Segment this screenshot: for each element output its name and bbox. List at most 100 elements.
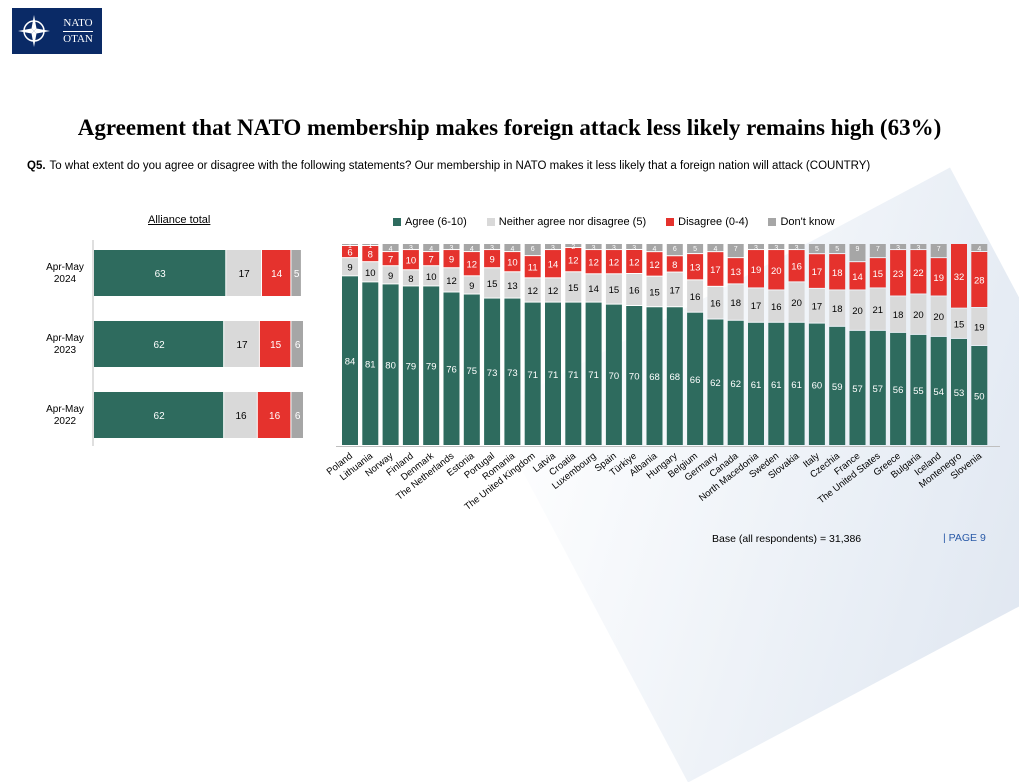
- country-bar-value: 17: [751, 301, 762, 312]
- alliance-bar-segment: [291, 250, 301, 296]
- country-bar-value: 3: [551, 245, 555, 252]
- country-bar-value: 14: [588, 284, 599, 295]
- country-bar-value: 62: [710, 378, 721, 389]
- country-bar-value: 10: [507, 258, 518, 269]
- country-bar-value: 11: [528, 263, 538, 274]
- country-bar-segment: [382, 284, 399, 445]
- country-bar-segment: [646, 252, 663, 276]
- legend-item-disagree: Disagree (0-4): [666, 216, 748, 228]
- country-bar-segment: [626, 244, 643, 249]
- country-label: Belgium: [666, 451, 700, 481]
- country-label: The United Kingdom: [463, 451, 538, 513]
- country-bar-value: 4: [429, 246, 433, 253]
- country-bar-segment: [707, 252, 724, 286]
- country-bar-value: 70: [629, 372, 640, 383]
- country-bar-segment: [565, 272, 582, 302]
- legend-swatch-agree: [393, 218, 401, 226]
- legend-label-neither: Neither agree nor disagree (5): [498, 216, 647, 228]
- alliance-bar-value: 15: [270, 340, 282, 351]
- question-text: Q5. To what extent do you agree or disagr…: [27, 160, 870, 172]
- country-bar-segment: [890, 296, 907, 332]
- country-bar-value: 75: [467, 366, 478, 377]
- country-label: Finland: [384, 451, 415, 479]
- country-bar-value: 12: [467, 260, 478, 271]
- country-bar-value: 15: [649, 287, 660, 298]
- country-bar-value: 68: [670, 372, 681, 383]
- country-bar-value: 17: [710, 265, 721, 276]
- country-bar-value: 6: [347, 248, 352, 259]
- country-bar-value: 3: [754, 245, 758, 252]
- country-bar-segment: [585, 244, 602, 250]
- country-bar-segment: [849, 244, 866, 262]
- country-bar-value: 66: [690, 375, 701, 386]
- country-bar-value: 15: [954, 319, 965, 330]
- country-bar-segment: [808, 323, 825, 445]
- country-label: Portugal: [462, 451, 497, 481]
- country-bar-value: 3: [409, 245, 413, 252]
- alliance-bar-segment: [259, 321, 291, 367]
- country-bar-segment: [971, 244, 988, 251]
- country-bar-value: 18: [832, 268, 843, 279]
- country-label: Luxembourg: [550, 451, 598, 492]
- country-bar-segment: [971, 346, 988, 445]
- country-bar-value: 3: [632, 245, 636, 252]
- country-label: Bulgaria: [889, 450, 924, 481]
- legend-item-neither: Neither agree nor disagree (5): [486, 216, 647, 228]
- country-bar-value: 13: [690, 263, 701, 274]
- country-bar-value: 1: [348, 243, 352, 250]
- country-label: Türkiye: [608, 451, 639, 479]
- country-label: Hungary: [645, 451, 680, 482]
- country-bar-segment: [362, 282, 379, 445]
- country-bar-value: 14: [852, 272, 863, 283]
- country-bar-value: 17: [812, 267, 823, 278]
- country-bar-segment: [524, 278, 541, 302]
- country-bar-value: 12: [548, 286, 559, 297]
- country-bar-segment: [504, 244, 521, 252]
- country-label: Italy: [801, 451, 822, 471]
- country-label: Estonia: [445, 450, 477, 479]
- alliance-bar-segment: [262, 250, 291, 296]
- country-bar-segment: [484, 250, 501, 268]
- country-bar-segment: [646, 307, 663, 445]
- country-bar-segment: [402, 250, 419, 270]
- legend-swatch-neither: [486, 218, 495, 226]
- country-bar-segment: [707, 319, 724, 445]
- country-bar-value: 12: [629, 258, 640, 269]
- country-bar-segment: [910, 244, 927, 250]
- country-bar-value: 68: [649, 372, 660, 383]
- alliance-bar-segment: [224, 392, 257, 438]
- country-bar-segment: [524, 302, 541, 445]
- country-bar-value: 17: [812, 302, 823, 313]
- country-bar-value: 7: [876, 246, 880, 253]
- country-bar-segment: [463, 252, 480, 276]
- country-bar-value: 53: [954, 388, 965, 399]
- country-label: Canada: [708, 450, 742, 480]
- alliance-bar-segment: [291, 321, 303, 367]
- background-decoration: [490, 167, 1019, 782]
- alliance-bar-segment: [94, 392, 224, 438]
- country-bar-value: 23: [893, 269, 904, 280]
- country-bar-segment: [484, 298, 501, 445]
- country-bar-segment: [849, 330, 866, 445]
- country-bar-segment: [788, 322, 805, 445]
- country-bar-segment: [869, 330, 886, 445]
- country-bar-segment: [382, 266, 399, 284]
- country-bar-segment: [545, 250, 561, 278]
- country-bar-segment: [869, 288, 886, 330]
- country-bar-value: 3: [774, 245, 778, 252]
- country-bar-value: 7: [734, 246, 738, 253]
- country-bar-value: 73: [507, 368, 518, 379]
- country-bar-value: 28: [974, 276, 985, 287]
- country-bar-value: 4: [977, 246, 981, 253]
- country-bar-value: 71: [588, 370, 599, 381]
- country-label: Iceland: [913, 451, 944, 479]
- country-bar-segment: [585, 302, 602, 445]
- country-bar-value: 76: [446, 365, 457, 376]
- country-bar-value: 5: [693, 246, 697, 253]
- country-bar-value: 9: [856, 246, 860, 253]
- country-bar-segment: [565, 244, 582, 248]
- country-bar-segment: [362, 262, 379, 282]
- country-bar-value: 9: [489, 255, 494, 266]
- country-bar-segment: [626, 250, 643, 273]
- country-bar-segment: [768, 250, 785, 290]
